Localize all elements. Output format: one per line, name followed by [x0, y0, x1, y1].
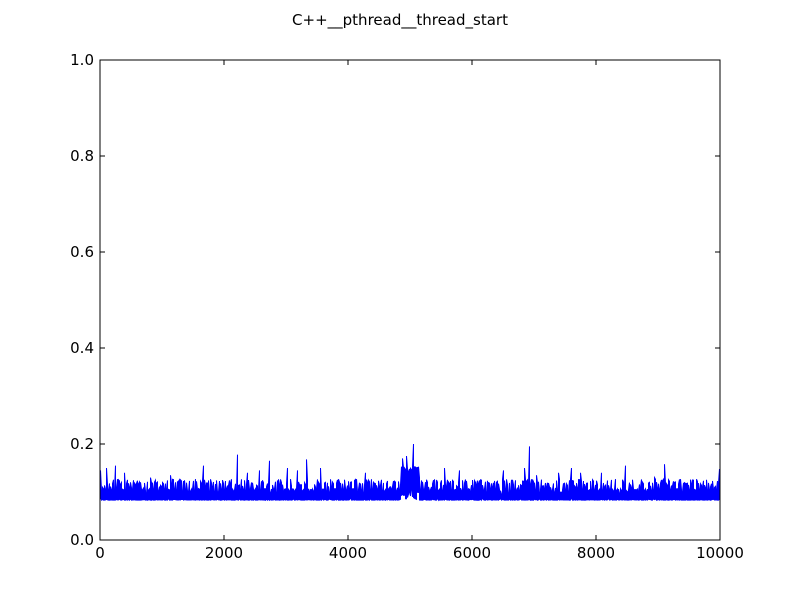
x-tick-label: 0 — [95, 544, 105, 562]
y-axis: 0.0 0.2 0.4 0.6 0.8 1.0 — [70, 51, 720, 549]
series-line — [100, 443, 720, 502]
x-axis: 0 2000 4000 6000 8000 10000 — [95, 60, 744, 562]
x-tick-label: 8000 — [577, 544, 615, 562]
y-tick-label: 0.4 — [70, 339, 94, 357]
chart-title: C++__pthread__thread_start — [292, 11, 508, 30]
x-tick-label: 10000 — [696, 544, 744, 562]
x-tick-label: 4000 — [329, 544, 367, 562]
plot-frame — [99, 59, 721, 541]
x-tick-label: 2000 — [205, 544, 243, 562]
y-tick-label: 0.0 — [70, 531, 94, 549]
y-tick-label: 1.0 — [70, 51, 94, 69]
y-tick-label: 0.6 — [70, 243, 94, 261]
y-tick-label: 0.2 — [70, 435, 94, 453]
y-tick-label: 0.8 — [70, 147, 94, 165]
x-tick-label: 6000 — [453, 544, 491, 562]
